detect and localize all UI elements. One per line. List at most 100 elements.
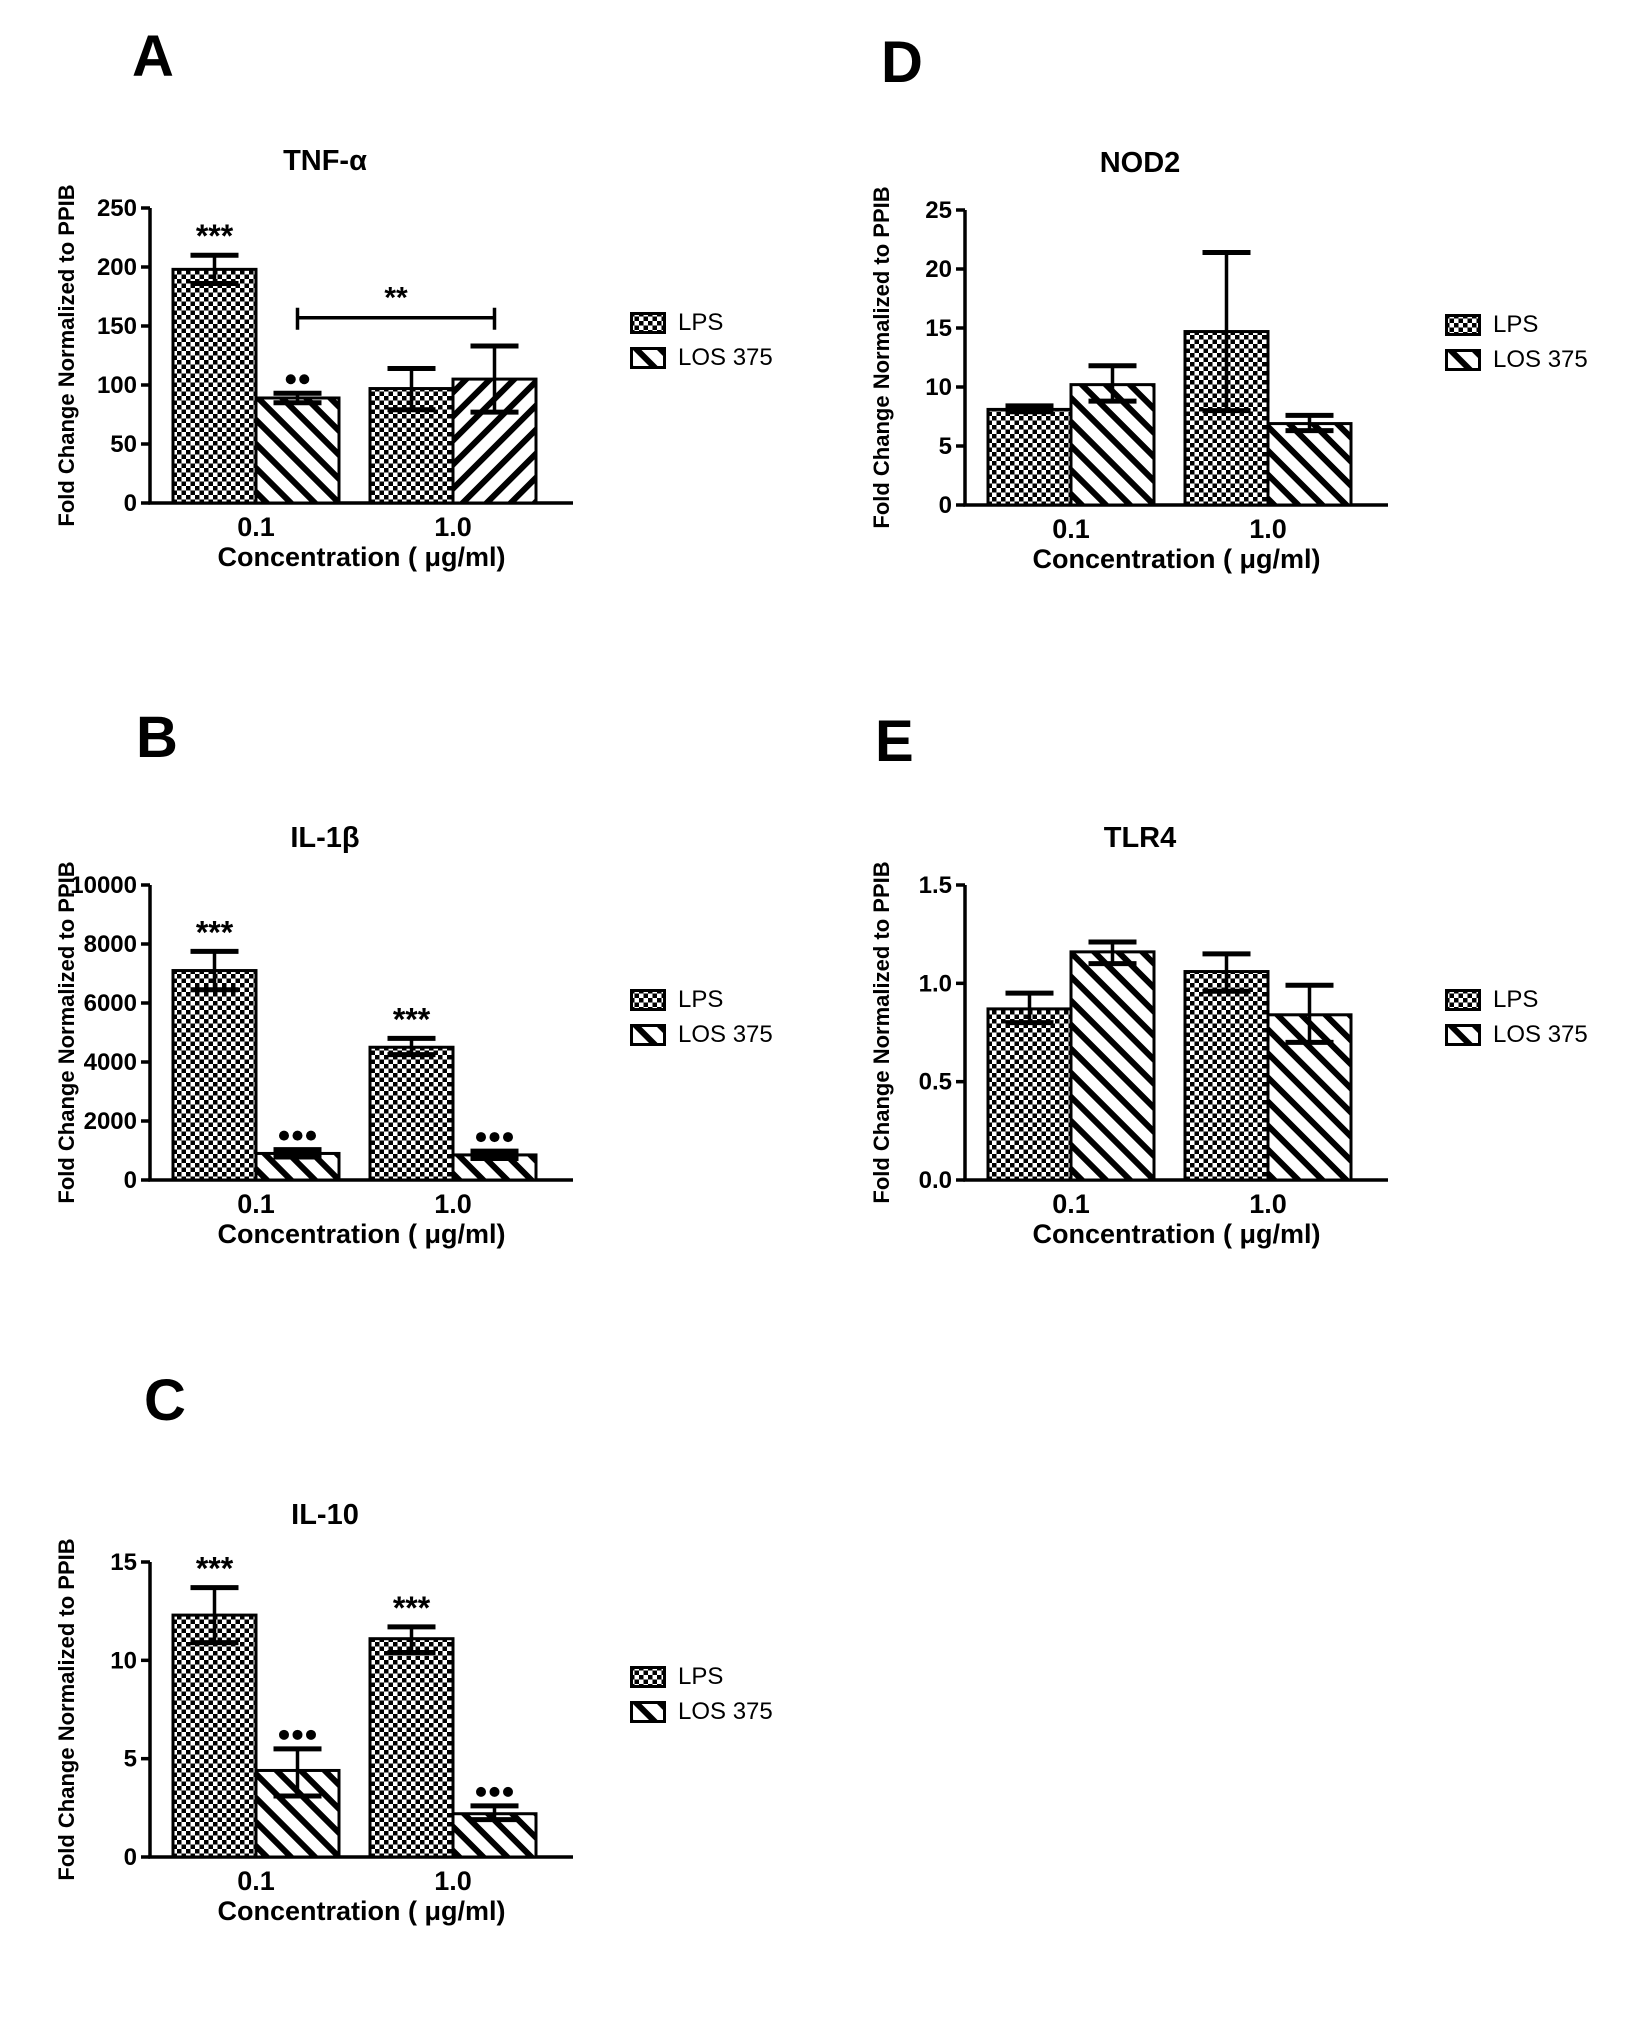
legend-item-lps: LPS	[630, 1663, 773, 1690]
legend-item-lps: LPS	[1445, 986, 1588, 1013]
sig-dot	[285, 374, 296, 385]
x-axis-label: Concentration ( μg/ml)	[217, 542, 505, 572]
y-tick-label: 0.0	[919, 1167, 952, 1194]
lps-checker-swatch-icon	[630, 312, 666, 334]
los375-diagonal-swatch-icon	[630, 347, 666, 369]
sig-stars: ***	[393, 1590, 431, 1626]
y-tick-label: 1.5	[919, 872, 952, 899]
y-axis-label: Fold Change Normalized to PPIB	[54, 1538, 79, 1880]
legend-label-lps: LPS	[1493, 986, 1539, 1013]
sig-dot	[489, 1786, 500, 1797]
bar-LOS 375-0.1	[1069, 950, 1156, 1182]
x-tick-label: 1.0	[1249, 1189, 1287, 1219]
y-axis-label: Fold Change Normalized to PPIB	[869, 186, 894, 528]
sig-dot	[503, 1786, 513, 1797]
y-tick-label: 6000	[84, 990, 137, 1017]
x-tick-label: 0.1	[1052, 1189, 1090, 1219]
x-tick-label: 0.1	[237, 512, 275, 542]
sig-dot	[306, 1729, 316, 1740]
y-tick-label: 0	[124, 1167, 137, 1194]
chart-title: TLR4	[1104, 822, 1177, 854]
y-tick-label: 1.0	[919, 970, 952, 997]
sig-dot	[292, 1729, 303, 1740]
lps-checker-swatch-icon	[630, 1666, 666, 1688]
x-tick-label: 0.1	[237, 1189, 275, 1219]
legend-d: LPS LOS 375	[1445, 311, 1588, 373]
sig-dot	[279, 1729, 289, 1740]
y-tick-label: 20	[925, 256, 952, 283]
legend-label-los375: LOS 375	[678, 344, 773, 371]
y-axis-label: Fold Change Normalized to PPIB	[869, 861, 894, 1203]
y-tick-label: 0.5	[919, 1069, 952, 1096]
legend-c: LPS LOS 375	[630, 1663, 773, 1725]
los375-diagonal-swatch-icon	[1445, 1024, 1481, 1046]
y-tick-label: 5	[124, 1746, 137, 1773]
il1b-bar-chart: IL-1β Fold Change Normalized to PPIB 0 2000…	[54, 822, 573, 1249]
sig-stars: ***	[393, 1001, 431, 1037]
panel-b: B IL-1β Fold Change Normalized to PPIB 0 20…	[54, 695, 860, 1355]
legend-label-lps: LPS	[1493, 311, 1539, 338]
x-tick-label: 1.0	[434, 512, 472, 542]
sig-stars: ***	[196, 218, 234, 254]
sig-dot	[306, 1130, 316, 1141]
legend-item-los375: LOS 375	[630, 1021, 773, 1048]
sig-dot	[476, 1132, 486, 1143]
sig-dot	[299, 374, 310, 385]
x-tick-label: 1.0	[434, 1189, 472, 1219]
y-tick-label: 10	[110, 1647, 137, 1674]
bar-LOS 375-0.1	[254, 396, 341, 505]
los375-diagonal-swatch-icon	[1445, 349, 1481, 371]
bar-LPS-1.0	[368, 1637, 455, 1859]
legend-item-lps: LPS	[630, 986, 773, 1013]
y-tick-label: 25	[925, 197, 952, 224]
bar-LOS 375-1.0	[1266, 422, 1353, 507]
legend-item-los375: LOS 375	[630, 344, 773, 371]
sig-dot	[476, 1786, 486, 1797]
sig-stars: ***	[196, 914, 234, 950]
y-tick-label: 50	[110, 431, 137, 458]
legend-e: LPS LOS 375	[1445, 986, 1588, 1048]
panel-a-letter: A	[132, 24, 174, 89]
bar-LOS 375-0.1	[1069, 383, 1156, 507]
panel-d-letter: D	[881, 30, 923, 95]
x-axis-label: Concentration ( μg/ml)	[217, 1896, 505, 1926]
legend-b: LPS LOS 375	[630, 986, 773, 1048]
chart-title: IL-10	[291, 1499, 359, 1531]
il10-bar-chart: IL-10 Fold Change Normalized to PPIB 0 5 10 1…	[54, 1499, 573, 1926]
x-tick-label: 1.0	[1249, 514, 1287, 544]
y-tick-label: 0	[124, 1844, 137, 1871]
los375-diagonal-swatch-icon	[630, 1024, 666, 1046]
panel-c-letter: C	[144, 1368, 186, 1433]
bar-LPS-0.1	[986, 407, 1073, 507]
sig-stars: ***	[196, 1551, 234, 1587]
y-axis-label: Fold Change Normalized to PPIB	[54, 861, 79, 1203]
legend-label-los375: LOS 375	[1493, 1021, 1588, 1048]
legend-label-lps: LPS	[678, 986, 724, 1013]
chart-title: NOD2	[1100, 147, 1181, 179]
los375-diagonal-swatch-icon	[630, 1701, 666, 1723]
y-tick-label: 4000	[84, 1049, 137, 1076]
y-tick-label: 10	[925, 374, 952, 401]
sig-dot	[279, 1130, 289, 1141]
x-axis-label: Concentration ( μg/ml)	[217, 1219, 505, 1249]
y-tick-label: 100	[97, 372, 137, 399]
panel-b-letter: B	[136, 705, 178, 770]
panel-e: E TLR4 Fold Change Normalized to PPIB 0.0 0…	[869, 695, 1640, 1355]
lps-checker-swatch-icon	[1445, 989, 1481, 1011]
bar-LPS-1.0	[1183, 970, 1270, 1182]
bar-LPS-0.1	[171, 969, 258, 1182]
y-tick-label: 0	[124, 490, 137, 517]
y-axis-label: Fold Change Normalized to PPIB	[54, 184, 79, 526]
bar-LPS-0.1	[171, 1613, 258, 1859]
y-tick-label: 250	[97, 195, 137, 222]
legend-label-los375: LOS 375	[678, 1021, 773, 1048]
tnf-alpha-bar-chart: TNF-α Fold Change Normalized to PPIB 0 50 10…	[54, 145, 573, 572]
y-tick-label: 15	[925, 315, 952, 342]
legend-label-los375: LOS 375	[678, 1698, 773, 1725]
sig-dot	[489, 1132, 500, 1143]
legend-label-lps: LPS	[678, 1663, 724, 1690]
y-tick-label: 10000	[70, 872, 137, 899]
y-tick-label: 15	[110, 1549, 137, 1576]
x-tick-label: 0.1	[237, 1866, 275, 1896]
nod2-bar-chart: NOD2 Fold Change Normalized to PPIB 0 5 10 15…	[869, 147, 1388, 574]
